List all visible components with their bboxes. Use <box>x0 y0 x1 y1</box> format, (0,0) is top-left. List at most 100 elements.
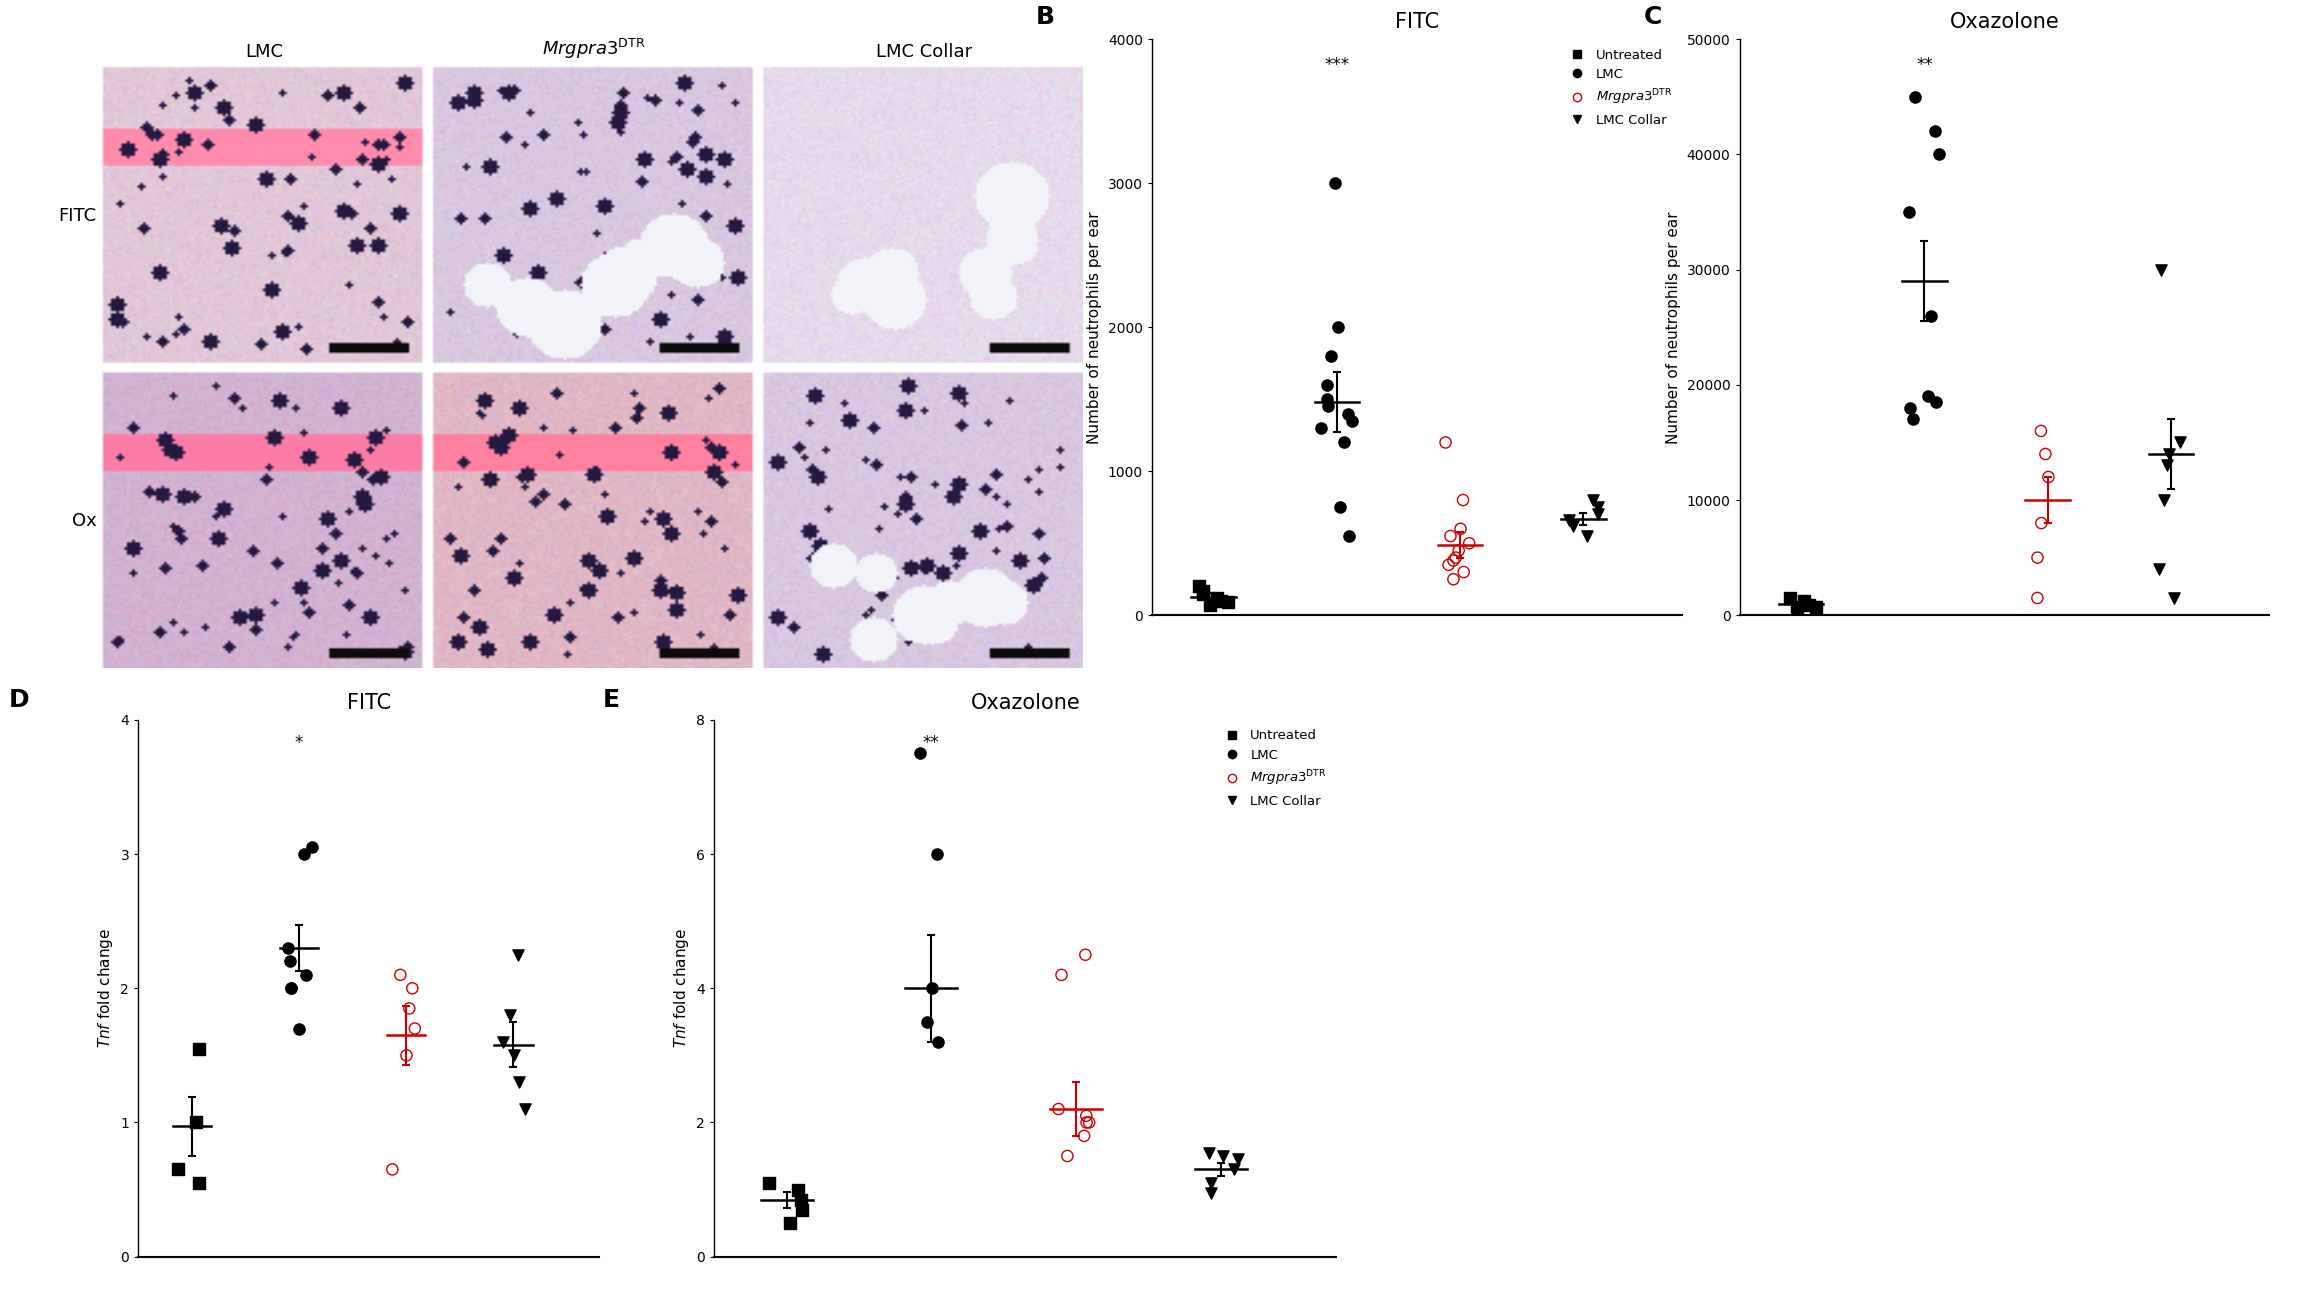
Point <box>500 944 537 965</box>
Point <box>751 1173 788 1194</box>
Point <box>1309 397 1346 418</box>
Point <box>1067 1126 1104 1147</box>
Title: Oxazolone: Oxazolone <box>970 692 1081 713</box>
Y-axis label: $\it{Tnf}$ fold change: $\it{Tnf}$ fold change <box>673 928 691 1049</box>
Point <box>272 978 309 999</box>
Point <box>1322 496 1359 517</box>
Point <box>1203 590 1240 611</box>
Point <box>1917 391 1954 412</box>
Point <box>1910 386 1947 407</box>
Point <box>1433 525 1470 547</box>
Point <box>1334 411 1371 432</box>
Point <box>159 1158 196 1179</box>
Point <box>495 1045 532 1066</box>
Point <box>1184 584 1221 605</box>
Legend: Untreated, LMC, $\it{Mrgpra3}$$^{\mathrm{DTR}}$, LMC Collar: Untreated, LMC, $\it{Mrgpra3}$$^{\mathrm… <box>1562 46 1675 130</box>
Point <box>1309 389 1346 410</box>
Y-axis label: Number of neutrophils per ear: Number of neutrophils per ear <box>1666 211 1682 444</box>
Point <box>396 1018 433 1039</box>
Point <box>394 978 431 999</box>
Point <box>2023 513 2060 534</box>
Point <box>1184 580 1221 601</box>
Point <box>2030 466 2067 487</box>
Text: **: ** <box>924 734 940 753</box>
Point <box>1191 594 1228 615</box>
Point <box>783 1199 820 1220</box>
Point <box>491 1005 528 1026</box>
Y-axis label: Number of neutrophils per ear: Number of neutrophils per ear <box>1087 211 1101 444</box>
Legend: Untreated, LMC, $\it{Mrgpra3}$$^{\mathrm{DTR}}$, LMC Collar: Untreated, LMC, $\it{Mrgpra3}$$^{\mathrm… <box>1217 726 1329 810</box>
Point <box>286 844 323 865</box>
Point <box>2140 559 2177 580</box>
Point <box>1438 547 1475 568</box>
Point <box>1912 305 1949 326</box>
Point <box>288 965 325 986</box>
Point <box>1452 533 1488 554</box>
Point <box>2143 259 2180 280</box>
Text: ***: *** <box>1325 56 1350 73</box>
Point <box>919 1031 956 1052</box>
Point <box>772 1212 809 1233</box>
Point <box>1574 490 1610 511</box>
Text: **: ** <box>1917 56 1933 73</box>
Point <box>1329 525 1366 547</box>
Point <box>2028 444 2064 465</box>
Point <box>1786 590 1822 611</box>
Point <box>2018 588 2055 609</box>
Text: *: * <box>295 734 304 753</box>
Text: LMC: LMC <box>244 43 283 62</box>
Point <box>2152 444 2189 465</box>
Point <box>1772 588 1809 609</box>
Point <box>912 978 949 999</box>
Point <box>919 844 956 865</box>
Point <box>1431 555 1468 576</box>
Point <box>1581 496 1617 517</box>
Point <box>1435 569 1472 590</box>
Point <box>1917 120 1954 141</box>
Text: C: C <box>1645 5 1663 29</box>
Text: B: B <box>1034 5 1055 29</box>
Point <box>1198 588 1235 609</box>
Point <box>1039 1098 1076 1119</box>
Point <box>1193 1173 1230 1194</box>
Text: Ox: Ox <box>71 512 97 530</box>
Point <box>382 965 419 986</box>
Point <box>1044 965 1081 986</box>
Point <box>1067 944 1104 965</box>
Point <box>1191 1143 1228 1164</box>
Point <box>1797 597 1834 618</box>
Point <box>1894 408 1931 429</box>
Point <box>1445 490 1481 511</box>
Point <box>1313 346 1350 367</box>
Point <box>1892 398 1928 419</box>
Point <box>1067 1105 1104 1126</box>
Point <box>2147 456 2184 476</box>
Point <box>2145 490 2182 511</box>
Title: FITC: FITC <box>346 692 392 713</box>
Point <box>1069 1113 1106 1134</box>
Point <box>1325 432 1362 453</box>
Point <box>2161 432 2198 453</box>
Title: Oxazolone: Oxazolone <box>1949 12 2060 33</box>
Point <box>1578 504 1615 525</box>
Point <box>2157 588 2193 609</box>
Point <box>2023 420 2060 441</box>
Point <box>177 1113 214 1134</box>
Point <box>1071 1113 1108 1134</box>
Point <box>1048 1145 1085 1166</box>
Point <box>182 1173 219 1194</box>
Point <box>1193 1182 1230 1203</box>
Point <box>1442 518 1479 539</box>
Y-axis label: $\it{Tnf}$ fold change: $\it{Tnf}$ fold change <box>97 928 115 1049</box>
Text: FITC: FITC <box>58 207 97 225</box>
Point <box>281 1018 318 1039</box>
Point <box>1440 541 1477 562</box>
Point <box>1316 173 1352 194</box>
Text: D: D <box>9 687 30 712</box>
Point <box>484 1031 521 1052</box>
Point <box>1569 525 1606 547</box>
Point <box>1182 576 1219 597</box>
Point <box>1309 374 1346 395</box>
Point <box>1790 594 1827 615</box>
Point <box>1435 550 1472 571</box>
